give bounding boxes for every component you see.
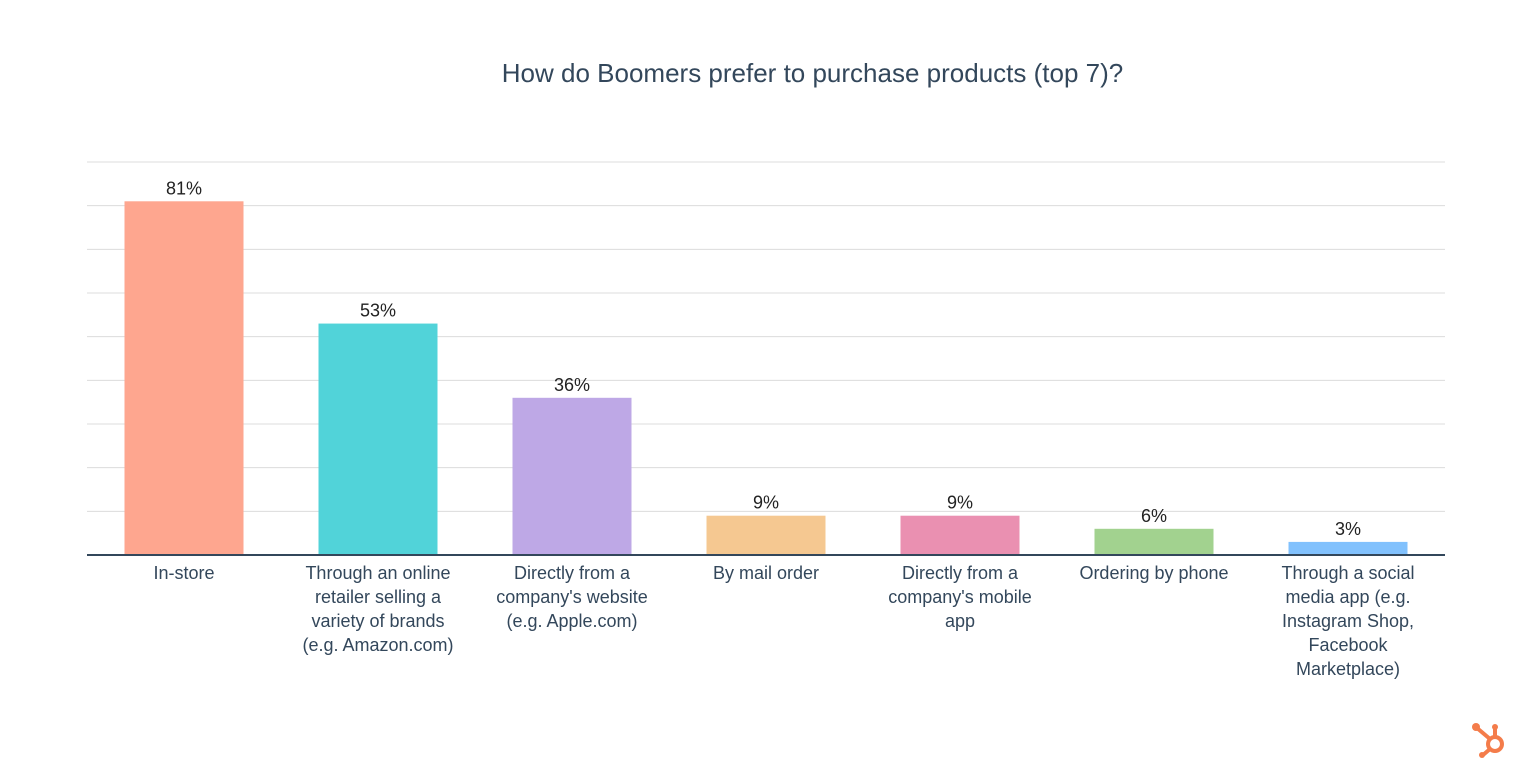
category-label: Through an online retailer selling a varie… xyxy=(302,563,453,655)
bar xyxy=(900,515,1020,555)
bar xyxy=(1094,528,1214,555)
value-label: 36% xyxy=(554,375,590,395)
hubspot-logo-icon xyxy=(1472,723,1504,758)
category-label: Directly from a company's mobile app xyxy=(888,563,1032,631)
bar xyxy=(512,397,632,555)
category-label: Directly from a company's website (e.g. Ap… xyxy=(496,563,648,631)
value-label: 81% xyxy=(166,178,202,198)
chart-title: How do Boomers prefer to purchase produc… xyxy=(501,58,1124,88)
bar xyxy=(706,515,826,555)
category-label: Through a social media app (e.g. Instagram… xyxy=(1281,563,1414,679)
bar xyxy=(124,201,244,556)
category-label: Ordering by phone xyxy=(1079,563,1228,583)
bar xyxy=(1288,541,1408,555)
value-label: 53% xyxy=(360,301,396,321)
value-label: 9% xyxy=(947,493,973,513)
category-label: By mail order xyxy=(713,563,819,583)
value-label: 6% xyxy=(1141,506,1167,526)
value-label: 9% xyxy=(753,493,779,513)
value-label: 3% xyxy=(1335,519,1361,539)
category-label: In-store xyxy=(153,563,214,583)
bar xyxy=(318,323,438,555)
